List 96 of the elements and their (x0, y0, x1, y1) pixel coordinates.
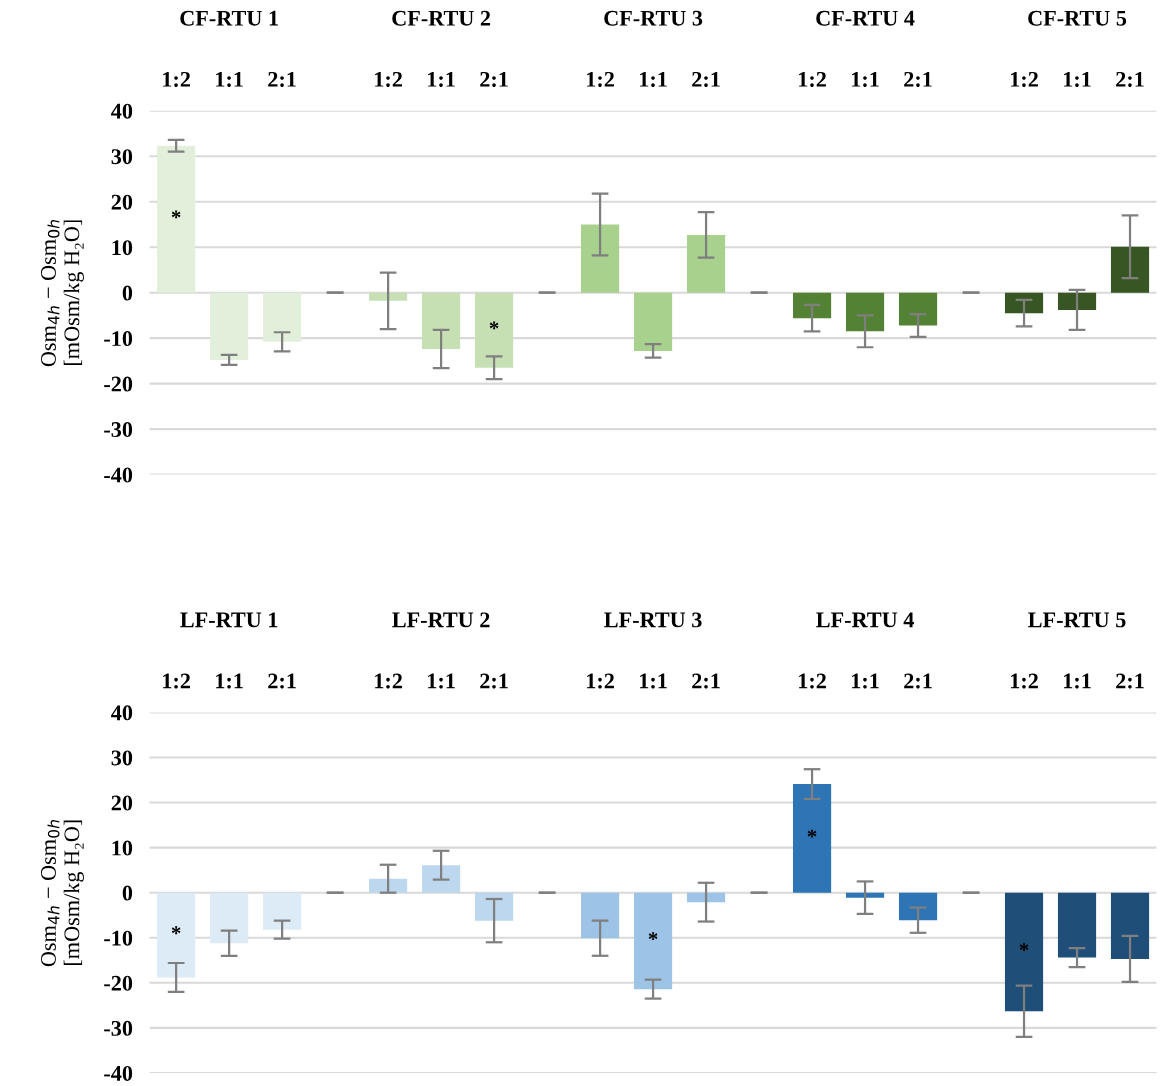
y-tick-label: 40 (111, 103, 133, 119)
y-tick-label: 10 (112, 240, 133, 256)
bar (687, 234, 726, 293)
x-tick-label: 1:2 (163, 673, 190, 689)
bar (581, 224, 620, 293)
bar (634, 892, 673, 990)
text: CF-RTU 3 (604, 10, 703, 26)
x-tick-label: 1:1 (852, 71, 879, 87)
x-tick-label: 1:2 (799, 71, 826, 87)
data-label: * (171, 210, 181, 219)
bar (845, 292, 885, 332)
bar (581, 892, 620, 939)
text: CF-RTU 2 (392, 10, 491, 26)
bar (475, 892, 514, 921)
x-tick-label: 2:1 (268, 673, 296, 689)
y-tick-label: 20 (111, 795, 133, 811)
x-tick-label: 1:2 (587, 71, 614, 87)
x-tick-label: 1:1 (640, 673, 667, 689)
y-tick-label: -10 (104, 331, 133, 347)
x-tick-label: 2:1 (692, 673, 720, 689)
text: LF-RTU 5 (1028, 612, 1126, 628)
bar (157, 892, 196, 978)
bar (263, 292, 302, 342)
x-tick-label: 1:2 (375, 673, 402, 689)
data-label: * (648, 932, 658, 941)
y-tick-label: 30 (111, 149, 133, 165)
text: CF-RTU 4 (816, 10, 915, 26)
y-tick-label: 10 (112, 840, 133, 856)
bar (422, 292, 461, 350)
bar (1110, 246, 1150, 293)
bar (1057, 892, 1097, 958)
y-tick-label: -30 (104, 422, 133, 438)
data-label: * (807, 829, 817, 838)
y-tick-label: 20 (111, 194, 133, 210)
data-label: * (1019, 943, 1029, 952)
bar (1057, 292, 1097, 310)
x-tick-label: 1:1 (428, 71, 455, 87)
x-tick-label: 1:2 (375, 71, 402, 87)
text: LF-RTU 2 (392, 612, 490, 628)
x-tick-label: 1:1 (428, 673, 455, 689)
y-tick-label: -10 (104, 930, 133, 946)
y-tick-label: -30 (104, 1020, 133, 1036)
x-tick-label: 1:2 (799, 673, 826, 689)
x-tick-label: 2:1 (1116, 71, 1144, 87)
bar (157, 145, 196, 293)
x-tick-label: 1:1 (216, 71, 243, 87)
y-tick-label: -20 (104, 376, 133, 392)
bar (1004, 292, 1044, 314)
y-axis-title: Osm$_{4h}$ − Osm$_{0h}$ [mOsm/kg H₂O] (40, 820, 84, 967)
x-tick-label: 1:2 (163, 71, 190, 87)
x-tick-label: 1:1 (1064, 71, 1091, 87)
y-tick-label: -40 (104, 467, 133, 483)
x-tick-label: 1:2 (1011, 673, 1038, 689)
y-tick-label: 30 (111, 750, 133, 766)
text: LF-RTU 3 (604, 612, 702, 628)
bar (369, 292, 408, 301)
bar (1004, 892, 1044, 1012)
text: LF-RTU 1 (180, 612, 278, 628)
bar (898, 892, 938, 921)
x-tick-label: 2:1 (904, 71, 932, 87)
x-tick-label: 2:1 (480, 71, 508, 87)
bar (634, 292, 673, 351)
bar (422, 865, 461, 893)
x-tick-label: 2:1 (1116, 673, 1144, 689)
y-tick-label: -40 (104, 1065, 133, 1081)
x-tick-label: 2:1 (904, 673, 932, 689)
bar (845, 892, 885, 898)
text: CF-RTU 5 (1028, 10, 1127, 26)
bar (792, 784, 832, 893)
bar (210, 892, 249, 944)
data-label: * (489, 321, 499, 330)
x-tick-label: 2:1 (480, 673, 508, 689)
bar (687, 892, 726, 903)
bar (210, 292, 249, 360)
bar (475, 292, 514, 368)
bar (369, 878, 408, 893)
x-tick-label: 1:1 (852, 673, 879, 689)
x-tick-label: 2:1 (692, 71, 720, 87)
x-tick-label: 1:1 (640, 71, 667, 87)
bar (1110, 892, 1150, 959)
text: CF-RTU 1 (180, 10, 278, 26)
y-tick-label: -20 (104, 975, 133, 991)
y-tick-label: 0 (122, 285, 133, 301)
y-tick-label: 40 (111, 705, 133, 721)
x-tick-label: 1:2 (587, 673, 614, 689)
y-axis-title: Osm$_{4h}$ − Osm$_{0h}$ [mOsm/kg H₂O] (40, 220, 84, 367)
x-tick-label: 1:1 (1064, 673, 1091, 689)
bar (792, 292, 832, 319)
text: LF-RTU 4 (816, 612, 914, 628)
y-tick-label: 0 (122, 885, 133, 901)
x-tick-label: 1:2 (1011, 71, 1038, 87)
x-tick-label: 2:1 (268, 71, 296, 87)
bar (898, 292, 938, 326)
data-label: * (171, 926, 181, 935)
x-tick-label: 1:1 (216, 673, 243, 689)
bar (263, 892, 302, 930)
